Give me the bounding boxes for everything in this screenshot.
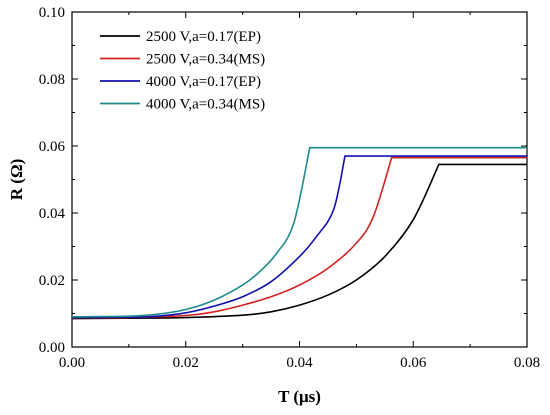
y-axis-title: R (Ω) xyxy=(7,159,26,200)
legend-label-3: 4000 V,a=0.17(EP) xyxy=(146,74,261,90)
x-tick-label: 0.04 xyxy=(286,355,313,371)
y-tick-label: 0.02 xyxy=(39,273,65,289)
legend-label-4: 4000 V,a=0.34(MS) xyxy=(146,97,265,113)
series-line-3 xyxy=(71,155,527,319)
y-tick-label: 0.04 xyxy=(39,206,66,222)
legend-label-1: 2500 V,a=0.17(EP) xyxy=(146,29,261,45)
x-axis-title: T (μs) xyxy=(278,387,321,406)
series-line-1 xyxy=(71,163,527,320)
axis-ticks: 0.00 0.02 0.04 0.06 0.08 0.00 0.02 0.04 0.06 0.08… xyxy=(39,5,540,371)
y-tick-label: 0.10 xyxy=(39,5,65,21)
y-tick-label: 0.00 xyxy=(39,340,65,356)
y-tick-label: 0.06 xyxy=(39,139,66,155)
plot-frame xyxy=(71,11,528,348)
legend-label-2: 2500 V,a=0.34(MS) xyxy=(146,52,265,68)
x-tick-label: 0.00 xyxy=(59,355,85,371)
series-line-2 xyxy=(71,156,527,319)
series-line-4 xyxy=(71,146,527,318)
x-tick-label: 0.02 xyxy=(173,355,199,371)
series-layer xyxy=(71,146,527,320)
x-tick-label: 0.08 xyxy=(514,355,540,371)
x-tick-label: 0.06 xyxy=(400,355,427,371)
y-tick-label: 0.08 xyxy=(39,72,65,88)
legend: 2500 V,a=0.17(EP) 2500 V,a=0.34(MS) 4000 V… xyxy=(100,29,265,113)
